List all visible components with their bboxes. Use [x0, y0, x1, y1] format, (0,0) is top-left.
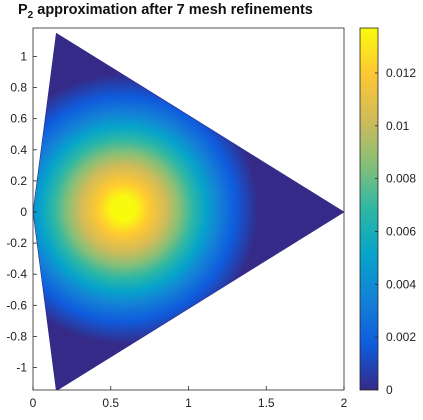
- y-tick-label: -0.2: [6, 236, 27, 250]
- colorbar-tick-label: 0.004: [386, 277, 416, 291]
- colorbar-tick-label: 0.008: [386, 172, 416, 186]
- x-tick-label: 1: [185, 396, 192, 410]
- colorbar-frame: [359, 27, 379, 391]
- title-subscript: 2: [27, 9, 34, 21]
- colorbar-tick-label: 0.01: [386, 119, 410, 133]
- y-tick-label: -0.4: [6, 267, 27, 281]
- y-tick-label: -0.8: [6, 329, 27, 343]
- y-tick-label: -1: [16, 361, 27, 375]
- x-tick-label: 0.5: [102, 396, 119, 410]
- x-tick-label: 2: [341, 396, 348, 410]
- chart-title: P2 approximation after 7 mesh refinement…: [18, 2, 418, 21]
- y-axis: 1 0.8 0.6 0.4 0.2 0 -0.2 -0.4 -0.6 -0.8 -1: [6, 50, 37, 375]
- y-tick-label: 0: [20, 205, 27, 219]
- x-axis: 0 0.5 1 1.5 2: [30, 386, 348, 410]
- title-prefix: P: [18, 2, 28, 18]
- x-tick-label: 1.5: [258, 396, 275, 410]
- y-tick-label: 0.8: [10, 81, 27, 95]
- domain-boundary: [33, 32, 344, 390]
- y-tick-label: -0.6: [6, 298, 27, 312]
- colorbar-tick-label: 0: [386, 383, 393, 397]
- y-tick-label: 0.6: [10, 112, 27, 126]
- colorbar: 0 0.002 0.004 0.006 0.008 0.01 0.012: [359, 27, 416, 397]
- colorbar-tick-label: 0.006: [386, 224, 416, 238]
- y-tick-label: 0.2: [10, 174, 27, 188]
- x-tick-label: 0: [30, 396, 37, 410]
- colorbar-tick-label: 0.002: [386, 330, 416, 344]
- colorbar-gradient: [360, 28, 378, 390]
- colorbar-tick-label: 0.012: [386, 66, 416, 80]
- colorbar-ticks: 0 0.002 0.004 0.006 0.008 0.01 0.012: [375, 66, 416, 397]
- title-rest: approximation after 7 mesh refinements: [33, 2, 313, 18]
- y-tick-label: 1: [20, 50, 27, 64]
- y-tick-label: 0.4: [10, 143, 27, 157]
